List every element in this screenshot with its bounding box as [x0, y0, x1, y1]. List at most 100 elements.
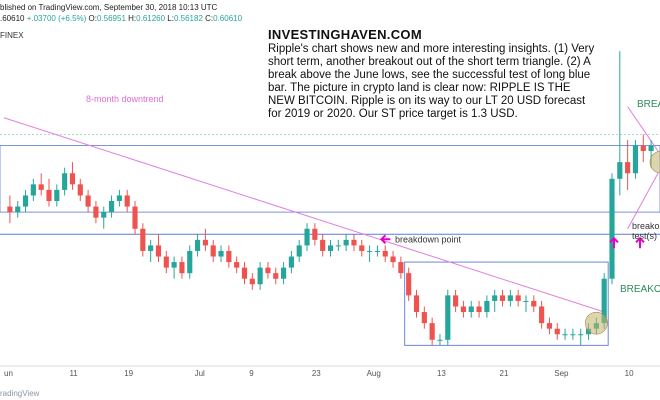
close-value: 0.60610	[213, 14, 243, 23]
candle-body	[382, 250, 388, 257]
candle-body	[108, 201, 115, 213]
candle-body	[445, 295, 451, 340]
candle-body	[421, 312, 427, 324]
candle-body	[374, 250, 380, 252]
candle-body	[398, 262, 404, 274]
candle-body	[226, 250, 232, 263]
breakout-circle-left	[585, 311, 608, 335]
candle-body	[632, 145, 639, 174]
candle-body	[390, 256, 396, 263]
candle-body	[437, 339, 443, 341]
candle-body	[312, 228, 318, 240]
candle-body	[140, 228, 146, 251]
candle-body	[492, 295, 498, 301]
breakout-test-arrow	[609, 236, 619, 249]
x-tick-label: 19	[124, 369, 133, 378]
breakout-circle-right	[649, 150, 660, 174]
candle-body	[468, 306, 474, 313]
candle-body	[507, 295, 513, 301]
low-label: L:	[165, 14, 174, 23]
candle-body	[413, 295, 420, 313]
candle-body	[335, 245, 341, 247]
candle-body	[116, 195, 122, 201]
candle-body	[343, 239, 349, 246]
brand-title: INVESTINGHAVEN.COM	[268, 27, 422, 42]
candle-body	[359, 245, 365, 251]
candle-body	[515, 295, 521, 301]
candle-body	[406, 273, 412, 296]
open-label: O:	[86, 14, 97, 23]
candle-body	[609, 178, 615, 279]
candle-body	[132, 206, 138, 229]
candle-body	[77, 184, 83, 196]
candle-body	[171, 262, 177, 268]
candle-body	[210, 245, 216, 257]
change-value: +.03700 (+6.5%)	[26, 14, 87, 23]
candle-body	[554, 328, 560, 335]
breakout-test-label-2: test(s)	[632, 231, 657, 241]
candle-body	[351, 239, 357, 246]
tradingview-footer: radingView	[0, 389, 40, 398]
candle-body	[601, 278, 607, 324]
breakout-test-arrow	[635, 236, 645, 249]
candle-body	[93, 206, 99, 218]
candle-body	[320, 239, 326, 251]
candle-body	[539, 306, 545, 324]
consolidation-box	[404, 261, 609, 346]
x-tick-label: un	[4, 369, 13, 378]
candle-body	[562, 334, 568, 336]
candle-body	[54, 189, 60, 201]
ohlc-line: .60610 +.03700 (+6.5%) O:0.56951 H:0.612…	[0, 14, 242, 24]
candle-body	[648, 145, 654, 152]
candle-body	[62, 173, 68, 190]
triangle-upper-line	[627, 106, 659, 152]
x-tick-label: Sep	[554, 369, 569, 378]
ohlc-prefix: .60610	[0, 14, 27, 23]
candle-body	[249, 278, 255, 285]
breakout-label-left: BREAKOUT	[620, 284, 660, 295]
candle-body	[241, 267, 248, 279]
x-tick-label: 11	[69, 369, 78, 378]
candle-body	[304, 228, 310, 246]
breakdown-label: breakdown point	[395, 234, 462, 244]
candle-body	[625, 162, 631, 174]
candle-body	[187, 250, 193, 274]
candle-body	[234, 262, 240, 268]
candle-body	[22, 195, 29, 207]
candle-body	[546, 323, 553, 329]
close-label: C:	[202, 14, 214, 23]
candle-body	[578, 334, 584, 336]
candle-body	[218, 250, 224, 257]
candle-body	[523, 300, 529, 302]
candle-body	[273, 273, 279, 279]
x-tick-label: 21	[500, 369, 509, 378]
candle-body	[296, 245, 302, 257]
breakout-label-right: BREA	[637, 99, 660, 110]
candle-body	[202, 239, 208, 246]
candle-body	[570, 334, 576, 336]
candle-body	[265, 267, 271, 274]
candle-body	[124, 195, 130, 207]
candle-body	[38, 184, 44, 190]
high-value: 0.61260	[136, 14, 166, 23]
x-tick-label: Aug	[367, 369, 381, 378]
x-tick-label: 10	[625, 369, 634, 378]
candle-body	[453, 295, 459, 307]
x-tick-label: 9	[249, 369, 254, 378]
candle-body	[531, 300, 537, 307]
candle-body	[281, 267, 287, 279]
candle-body	[499, 295, 506, 301]
exchange-label: FINEX	[0, 31, 24, 40]
candle-body	[7, 206, 13, 213]
candle-body	[367, 250, 373, 252]
candle-body	[257, 267, 263, 285]
candle-body	[327, 245, 334, 251]
candle-body	[288, 256, 294, 268]
candle-body	[640, 145, 646, 152]
candle-body	[484, 300, 490, 313]
candle-body	[617, 162, 623, 179]
x-tick-label: 13	[437, 369, 446, 378]
candle-body	[30, 184, 36, 196]
